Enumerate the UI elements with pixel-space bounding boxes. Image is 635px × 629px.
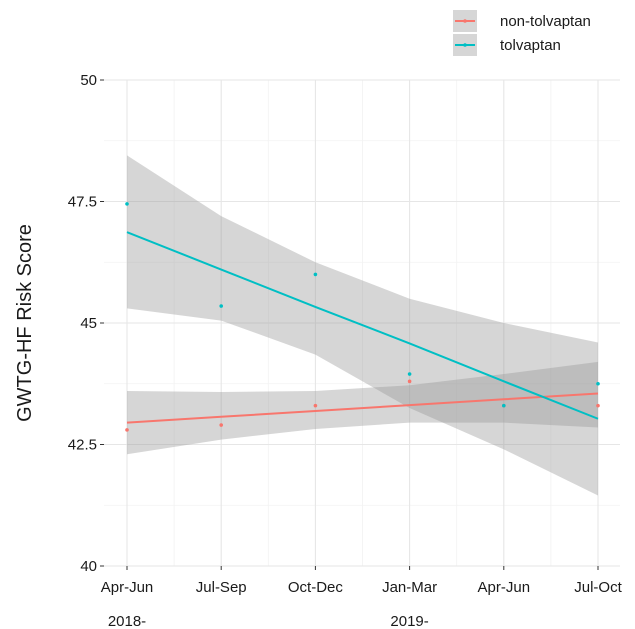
fit-line-tolvaptan — [126, 231, 599, 420]
data-point-tolvaptan — [219, 304, 223, 308]
data-point-non-tolvaptan — [407, 379, 412, 384]
x-tick-label: Jan-Mar — [382, 579, 437, 596]
x-tick-label: Apr-Jun — [101, 579, 154, 596]
data-point-tolvaptan — [502, 403, 506, 408]
y-axis: 40 42.5 45 47.5 50 — [68, 72, 104, 575]
legend-key-point — [463, 19, 467, 23]
year-labels: 2018- 2019- — [108, 613, 429, 629]
legend-label-non-tolvaptan: non-tolvaptan — [500, 13, 591, 30]
year-label: 2019- — [390, 613, 428, 629]
data-point-non-tolvaptan — [219, 423, 223, 427]
data-point-tolvaptan — [596, 381, 600, 386]
x-axis: Apr-Jun Jul-Sep Oct-Dec Jan-Mar Apr-Jun Jul-O… — [101, 566, 623, 596]
year-label: 2018- — [108, 613, 146, 629]
y-tick-label: 45 — [80, 315, 97, 332]
y-tick-label: 42.5 — [68, 437, 97, 454]
grid-major — [104, 79, 620, 567]
x-tick-label: Jul-Sep — [196, 579, 247, 596]
y-axis-title: GWTG-HF Risk Score — [14, 224, 36, 422]
fit-line-non-tolvaptan — [126, 392, 599, 424]
y-tick-label: 47.5 — [68, 194, 97, 211]
y-tick-label: 40 — [80, 558, 97, 575]
data-point-tolvaptan — [407, 372, 412, 376]
data-point-tolvaptan — [313, 272, 318, 277]
data-point-non-tolvaptan — [313, 403, 318, 408]
fit-lines — [126, 231, 599, 424]
data-point-tolvaptan — [125, 202, 129, 206]
x-tick-label: Jul-Oct — [574, 579, 622, 596]
data-point-non-tolvaptan — [125, 428, 129, 432]
y-tick-label: 50 — [80, 72, 97, 89]
legend-label-tolvaptan: tolvaptan — [500, 37, 561, 54]
data-points — [125, 202, 600, 432]
x-tick-label: Apr-Jun — [478, 579, 531, 596]
legend: non-tolvaptan tolvaptan — [453, 10, 591, 56]
legend-key-point — [463, 43, 467, 47]
x-tick-label: Oct-Dec — [288, 579, 344, 596]
data-point-non-tolvaptan — [596, 403, 600, 408]
